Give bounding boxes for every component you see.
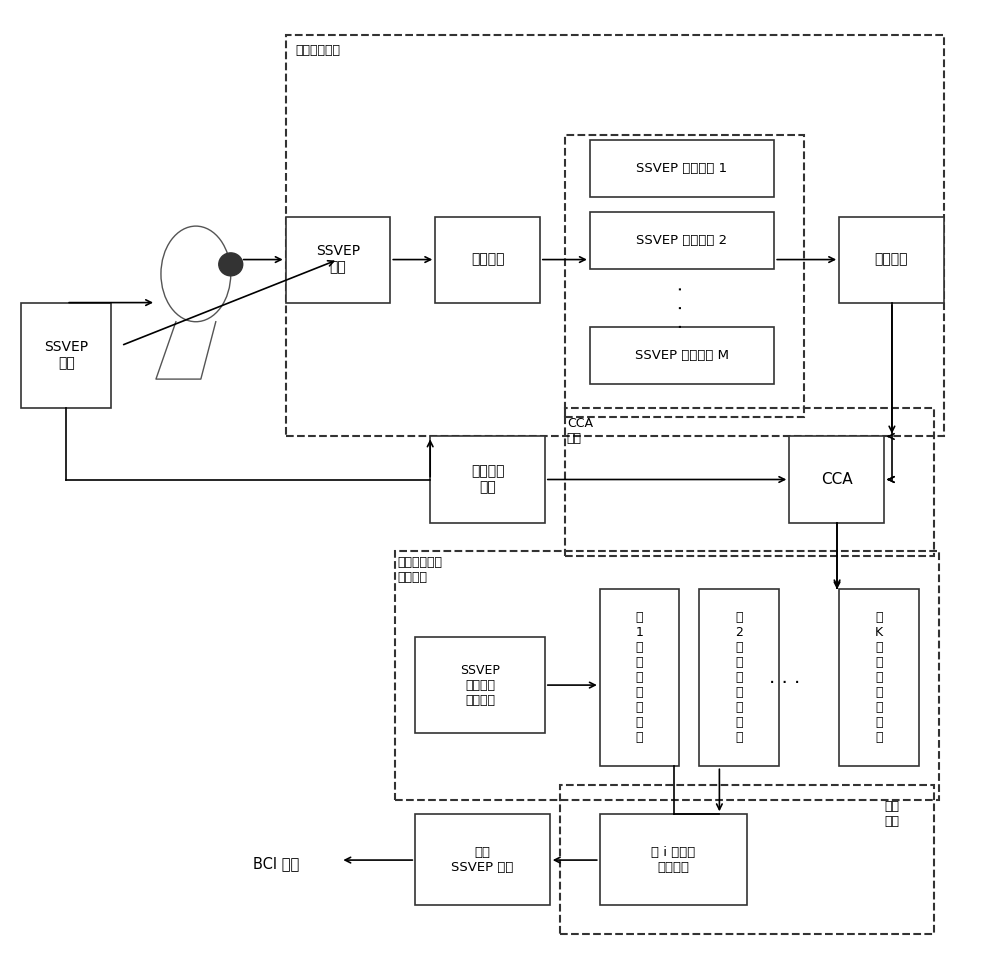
Text: 第
K
个
典
型
相
关
系
数: 第 K 个 典 型 相 关 系 数 — [875, 612, 883, 744]
FancyBboxPatch shape — [699, 590, 779, 766]
FancyBboxPatch shape — [415, 814, 550, 905]
Text: BCI 输出: BCI 输出 — [253, 856, 299, 872]
Text: SSVEP 延时信号 M: SSVEP 延时信号 M — [635, 349, 729, 362]
Text: 频率参考
信号: 频率参考 信号 — [471, 464, 504, 495]
FancyBboxPatch shape — [435, 217, 540, 303]
Text: 对应
SSVEP 刺激: 对应 SSVEP 刺激 — [451, 846, 514, 874]
FancyBboxPatch shape — [600, 814, 747, 905]
Text: SSVEP
刺激: SSVEP 刺激 — [44, 340, 88, 370]
FancyBboxPatch shape — [590, 140, 774, 198]
Text: 轮选开关: 轮选开关 — [875, 252, 908, 267]
Text: SSVEP
信号频谱
分布特性: SSVEP 信号频谱 分布特性 — [460, 664, 500, 707]
FancyBboxPatch shape — [590, 326, 774, 384]
FancyBboxPatch shape — [21, 303, 111, 408]
Text: CCA
模块: CCA 模块 — [567, 417, 593, 445]
Text: 第
2
个
典
型
相
关
系
数: 第 2 个 典 型 相 关 系 数 — [735, 612, 743, 744]
Text: SSVEP 延时信号 2: SSVEP 延时信号 2 — [636, 234, 728, 247]
Text: CCA: CCA — [821, 472, 852, 487]
Text: SSVEP 延时信号 1: SSVEP 延时信号 1 — [636, 162, 728, 175]
Text: ·  ·  ·: · · · — [673, 286, 692, 329]
Circle shape — [219, 253, 243, 276]
FancyBboxPatch shape — [600, 590, 679, 766]
Text: . . .: . . . — [769, 667, 800, 687]
Text: 延时开关: 延时开关 — [471, 252, 504, 267]
Text: 第 i 个典型
相关系数: 第 i 个典型 相关系数 — [651, 846, 696, 874]
FancyBboxPatch shape — [789, 436, 884, 523]
FancyBboxPatch shape — [430, 436, 545, 523]
FancyBboxPatch shape — [590, 212, 774, 269]
Text: SSVEP
信号: SSVEP 信号 — [316, 245, 360, 274]
Text: 典型相关系数
选择模块: 典型相关系数 选择模块 — [397, 556, 442, 584]
Text: 第
1
个
典
型
相
关
系
数: 第 1 个 典 型 相 关 系 数 — [636, 612, 644, 744]
FancyBboxPatch shape — [839, 590, 919, 766]
FancyBboxPatch shape — [415, 638, 545, 733]
FancyBboxPatch shape — [839, 217, 944, 303]
FancyBboxPatch shape — [286, 217, 390, 303]
Text: 延时反应模块: 延时反应模块 — [296, 44, 341, 58]
Text: 输出
模块: 输出 模块 — [884, 800, 899, 828]
Ellipse shape — [161, 226, 231, 321]
